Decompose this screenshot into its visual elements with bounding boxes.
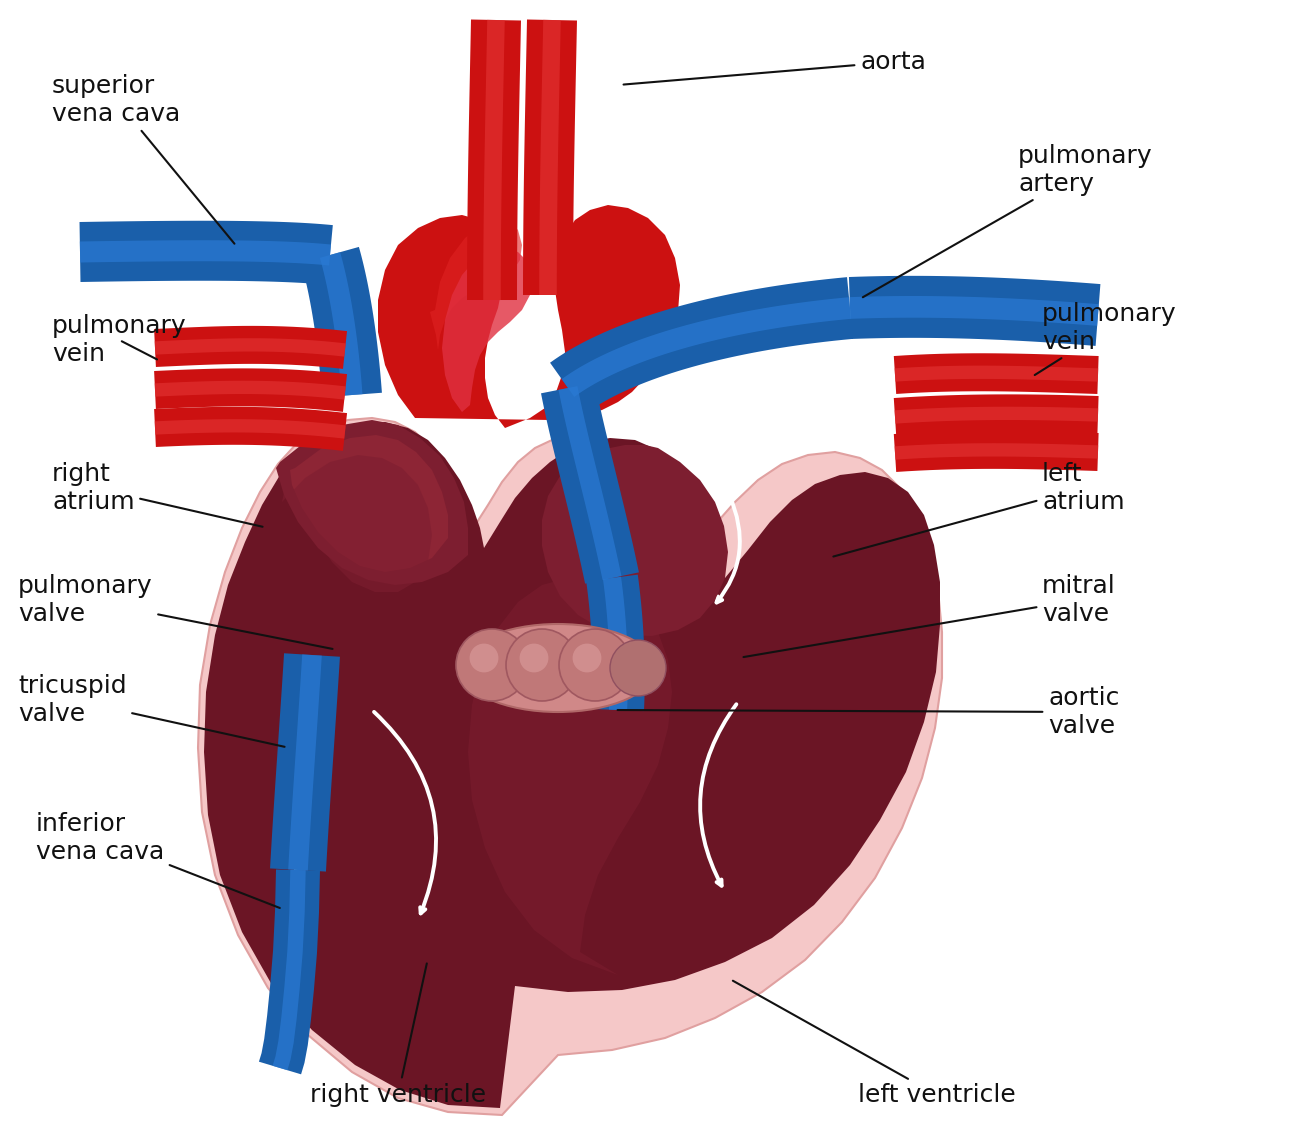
Polygon shape — [289, 654, 322, 871]
Polygon shape — [155, 325, 347, 369]
Polygon shape — [259, 869, 320, 1074]
Polygon shape — [894, 431, 1098, 472]
Polygon shape — [302, 247, 382, 397]
Text: left
atrium: left atrium — [833, 462, 1124, 556]
Polygon shape — [586, 575, 645, 711]
Polygon shape — [155, 369, 347, 412]
Polygon shape — [273, 869, 306, 1070]
Circle shape — [520, 644, 549, 673]
Circle shape — [469, 644, 498, 673]
Text: inferior
vena cava: inferior vena cava — [36, 813, 280, 908]
Text: mitral
valve: mitral valve — [744, 574, 1115, 657]
Text: right ventricle: right ventricle — [309, 964, 486, 1107]
Polygon shape — [198, 418, 942, 1115]
Polygon shape — [484, 19, 504, 300]
Ellipse shape — [460, 624, 655, 712]
Polygon shape — [155, 338, 346, 356]
Polygon shape — [540, 19, 560, 295]
Text: superior
vena cava: superior vena cava — [52, 74, 234, 244]
Polygon shape — [894, 406, 1098, 423]
Polygon shape — [276, 420, 468, 585]
Polygon shape — [378, 205, 680, 428]
Polygon shape — [550, 278, 853, 413]
Polygon shape — [155, 381, 346, 399]
Circle shape — [456, 629, 528, 701]
Polygon shape — [894, 365, 1098, 381]
Polygon shape — [559, 386, 621, 580]
Text: right
atrium: right atrium — [52, 462, 263, 527]
Text: pulmonary
artery: pulmonary artery — [863, 145, 1153, 297]
Circle shape — [559, 629, 630, 701]
Polygon shape — [541, 382, 638, 584]
Polygon shape — [562, 297, 852, 397]
Polygon shape — [430, 220, 523, 351]
Text: tricuspid
valve: tricuspid valve — [18, 674, 285, 747]
Polygon shape — [603, 577, 628, 710]
Polygon shape — [894, 353, 1098, 394]
Polygon shape — [523, 19, 577, 295]
Text: pulmonary
valve: pulmonary valve — [18, 574, 333, 649]
Polygon shape — [79, 221, 333, 284]
Polygon shape — [894, 395, 1098, 436]
Polygon shape — [79, 240, 332, 265]
Polygon shape — [155, 406, 347, 451]
Text: pulmonary
vein: pulmonary vein — [52, 314, 187, 366]
Polygon shape — [320, 253, 363, 396]
Polygon shape — [442, 248, 532, 412]
Text: aorta: aorta — [624, 50, 926, 84]
Polygon shape — [155, 419, 346, 438]
Polygon shape — [270, 653, 339, 872]
Polygon shape — [468, 578, 672, 975]
Circle shape — [610, 640, 666, 696]
Polygon shape — [542, 445, 728, 636]
Text: left ventricle: left ventricle — [733, 981, 1015, 1107]
Polygon shape — [282, 455, 432, 592]
Text: pulmonary
vein: pulmonary vein — [1035, 302, 1176, 376]
Polygon shape — [849, 275, 1100, 346]
Polygon shape — [290, 435, 448, 572]
Polygon shape — [894, 443, 1098, 460]
Circle shape — [506, 629, 578, 701]
Circle shape — [572, 644, 602, 673]
Text: aortic
valve: aortic valve — [618, 686, 1119, 737]
Polygon shape — [204, 422, 940, 1108]
Polygon shape — [467, 19, 521, 300]
Polygon shape — [850, 296, 1098, 325]
